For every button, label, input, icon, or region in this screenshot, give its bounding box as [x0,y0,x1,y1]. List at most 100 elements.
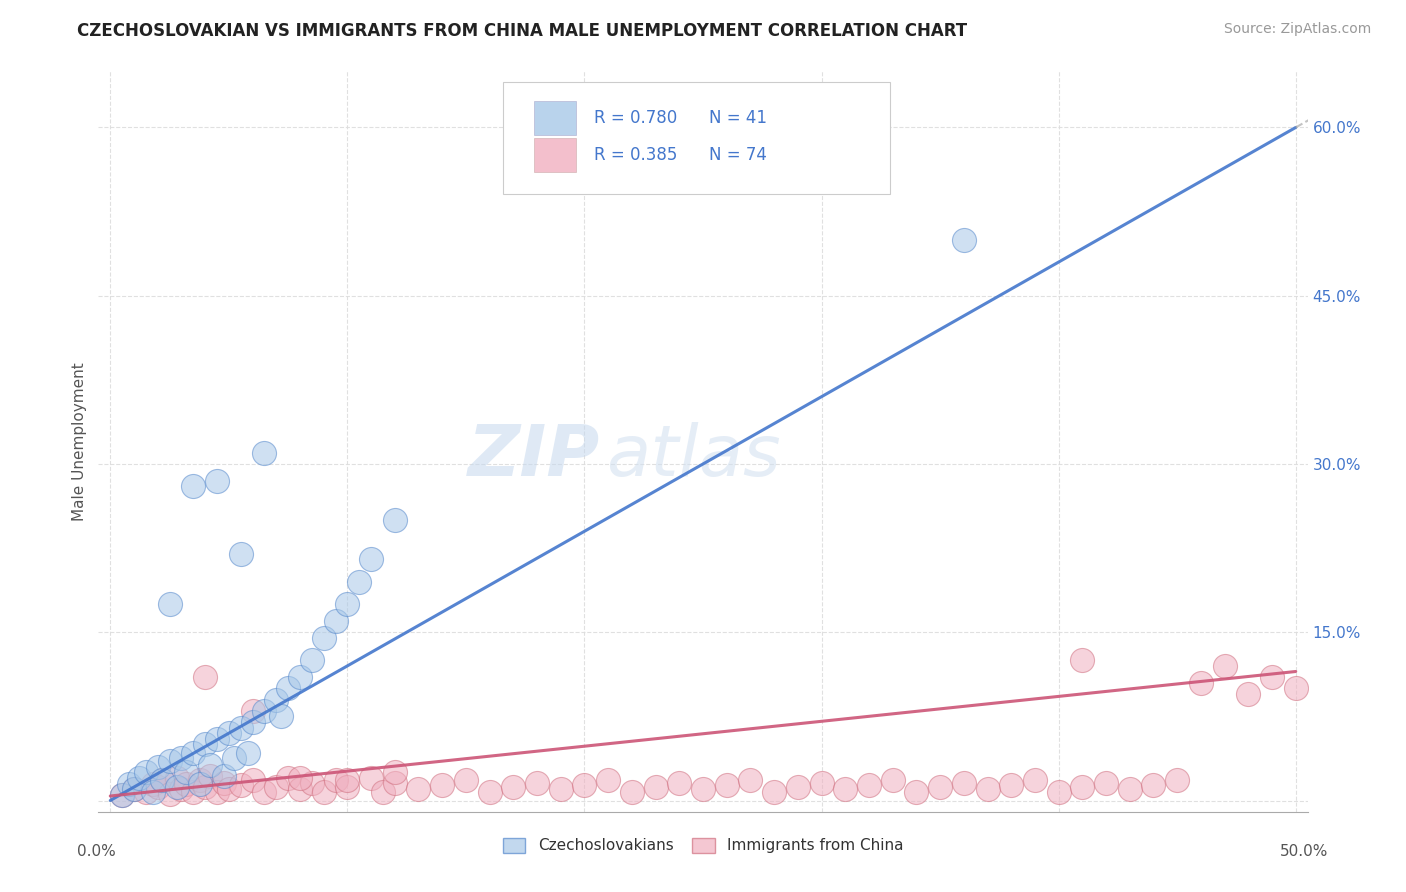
Point [952,233,974,247]
Point [478,784,501,798]
Point [159,597,181,611]
Point [190,777,212,791]
Point [152,773,174,788]
Text: 0.0%: 0.0% [77,845,117,859]
Point [159,787,181,801]
Point [146,760,169,774]
Point [194,780,217,794]
Point [205,474,228,488]
Text: atlas: atlas [606,422,780,491]
FancyBboxPatch shape [534,102,576,135]
Point [952,775,974,789]
Point [277,681,299,696]
Point [360,771,382,785]
Point [550,782,572,797]
Text: N = 74: N = 74 [709,146,766,164]
Text: 50.0%: 50.0% [1281,845,1329,859]
Point [502,780,524,794]
Point [264,780,287,794]
Point [111,788,134,802]
Point [1119,782,1142,797]
Point [1024,773,1046,788]
Point [152,773,174,788]
Point [253,784,276,798]
Point [1047,784,1070,798]
Point [135,765,157,780]
Point [174,765,197,780]
Point [740,773,762,788]
Point [135,784,157,798]
Point [763,784,786,798]
FancyBboxPatch shape [503,82,890,194]
Point [301,653,323,667]
Text: N = 41: N = 41 [709,109,768,127]
Point [716,778,738,792]
Point [288,782,311,797]
Point [384,513,406,527]
Point [905,784,928,798]
Point [644,780,666,794]
Point [1071,780,1094,794]
Text: CZECHOSLOVAKIAN VS IMMIGRANTS FROM CHINA MALE UNEMPLOYMENT CORRELATION CHART: CZECHOSLOVAKIAN VS IMMIGRANTS FROM CHINA… [77,22,967,40]
Point [858,778,880,792]
Point [170,782,193,797]
Point [212,769,235,783]
Point [242,704,264,718]
Point [198,757,221,772]
Point [229,721,252,735]
Point [620,784,643,798]
Point [128,771,150,785]
Point [253,446,276,460]
Point [142,784,165,798]
Point [1166,773,1188,788]
Point [526,775,548,789]
Point [205,784,228,798]
Point [786,780,808,794]
Point [325,614,347,628]
Point [336,773,359,788]
Point [181,747,204,761]
Point [360,552,382,566]
Point [1095,775,1118,789]
Point [198,769,221,783]
Point [159,754,181,768]
Point [194,738,217,752]
Point [312,784,335,798]
Point [205,731,228,746]
Point [212,775,235,789]
Point [122,782,145,797]
Point [834,782,856,797]
Point [312,631,335,645]
Y-axis label: Male Unemployment: Male Unemployment [72,362,87,521]
Point [336,780,359,794]
Point [976,782,998,797]
Point [598,773,620,788]
FancyBboxPatch shape [534,138,576,171]
Point [1261,670,1284,684]
Point [1213,659,1236,673]
Point [1142,778,1164,792]
Point [384,765,406,780]
Point [810,775,832,789]
Point [408,782,430,797]
Point [166,771,188,785]
Point [432,778,454,792]
Point [454,773,477,788]
Point [236,747,259,761]
Point [242,714,264,729]
Point [371,784,394,798]
Legend: Czechoslovakians, Immigrants from China: Czechoslovakians, Immigrants from China [496,831,910,860]
Point [929,780,952,794]
Point [336,597,359,611]
Point [170,751,193,765]
Point [264,692,287,706]
Text: R = 0.780: R = 0.780 [595,109,678,127]
Point [190,773,212,788]
Point [384,775,406,789]
Point [218,726,240,740]
Point [118,777,141,791]
Point [270,709,292,723]
Point [166,780,188,794]
Point [194,670,217,684]
Point [882,773,904,788]
